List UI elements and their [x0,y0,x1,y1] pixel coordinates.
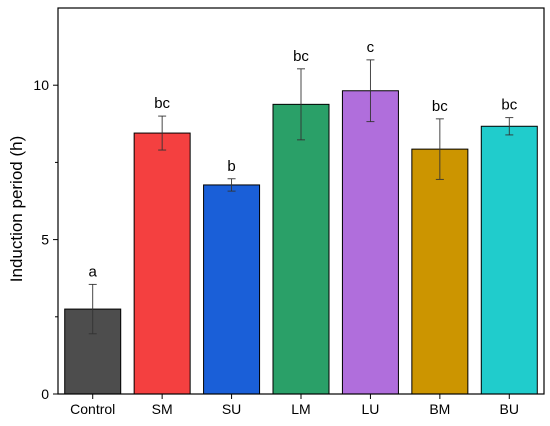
bars-layer [64,90,538,395]
bar-sm [133,132,191,395]
significance-label: bc [154,95,170,112]
axes-layer [53,7,545,399]
significance-label: b [227,158,235,175]
bar-lu [341,90,399,395]
y-axis-label: Induction period (h) [7,136,26,282]
x-tick-label: LM [291,401,310,417]
significance-labels-layer: a bc b bc c bc bc [89,39,518,280]
bar-bm [411,148,469,395]
x-tick-labels-layer: Control SM SU LM LU BM BU [70,401,519,417]
x-tick-label: SU [222,401,241,417]
bar-bu [480,125,538,395]
y-tick-label: 5 [41,232,49,248]
y-tick-label: 10 [33,77,49,93]
y-tick-label: 0 [41,386,49,402]
x-tick-label: BU [500,401,519,417]
significance-label: bc [293,48,309,65]
y-tick-labels-layer: 0 5 10 [33,77,49,402]
errorbars-layer [88,59,514,335]
bar-lm [272,103,330,395]
significance-label: bc [432,98,448,115]
bar-su [203,184,261,395]
significance-label: bc [501,97,517,114]
plot-frame [57,7,545,395]
x-tick-label: SM [152,401,173,417]
x-tick-label: Control [70,401,115,417]
significance-label: c [367,39,375,56]
x-tick-label: LU [361,401,379,417]
significance-label: a [89,263,98,280]
x-tick-label: BM [429,401,450,417]
